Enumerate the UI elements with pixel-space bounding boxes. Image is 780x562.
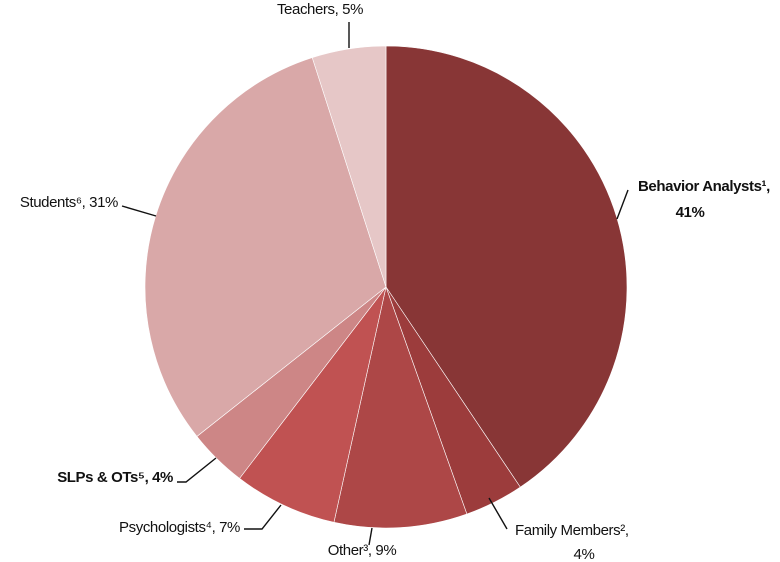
leader-line: [177, 457, 217, 483]
slice-label: 4%: [574, 546, 595, 562]
leader-line: [121, 205, 157, 217]
pie-slice: [144, 57, 387, 437]
slice-label: Family Members²,: [515, 522, 629, 539]
leader-line: [368, 527, 373, 546]
slice-label: Other³, 9%: [328, 542, 397, 559]
slice-label: 41%: [676, 204, 705, 221]
slice-label: SLPs & OTs⁵, 4%: [57, 469, 173, 486]
slice-label: Psychologists⁴, 7%: [119, 519, 240, 536]
pie-slice: [311, 45, 387, 288]
slice-label: Behavior Analysts¹,: [638, 178, 770, 195]
leader-line: [244, 504, 282, 530]
pie-slice: [333, 285, 468, 529]
slice-label: Students⁶, 31%: [20, 194, 118, 211]
pie-slice: [239, 286, 387, 523]
slice-label: Teachers, 5%: [277, 1, 363, 18]
leader-line: [616, 189, 629, 220]
pie-slice: [385, 45, 628, 488]
leader-line: [488, 497, 508, 530]
